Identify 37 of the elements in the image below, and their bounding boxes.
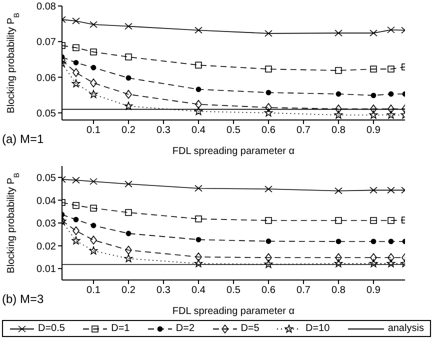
legend-label: D=2: [176, 323, 195, 334]
x-tick-label: 0.2: [122, 285, 136, 296]
x-tick-label: 0.3: [156, 285, 171, 296]
y-tick-label: 0.02: [36, 241, 56, 252]
x-tick-label: 0.8: [332, 285, 346, 296]
x-axis-title: FDL spreading parameter α: [172, 146, 295, 157]
legend-label: analysis: [388, 323, 424, 334]
x-tick-label: 0.1: [86, 125, 101, 136]
x-tick-label: 0.6: [262, 125, 276, 136]
x-tick-label: 0.7: [296, 125, 311, 136]
legend-label: D=1: [111, 323, 130, 334]
x-tick-label: 0.3: [156, 125, 171, 136]
y-tick-label: 0.01: [36, 264, 56, 276]
x-tick-label: 0.7: [296, 285, 311, 296]
legend-label: D=5: [240, 323, 260, 334]
text: (a) M=1: [2, 132, 44, 146]
x-tick-label: 0.5: [226, 125, 241, 136]
x-tick-label: 0.6: [262, 285, 276, 296]
legend-label: D=10: [305, 323, 330, 334]
y-tick-label: 0.07: [36, 37, 56, 48]
y-tick-label: 0.06: [36, 72, 56, 84]
x-tick-label: 0.2: [122, 125, 136, 136]
y-tick-label: 0.04: [36, 196, 56, 207]
x-tick-label: 0.5: [226, 285, 241, 296]
x-axis-title: FDL spreading parameter α: [172, 306, 295, 317]
x-tick-label: 0.9: [366, 285, 381, 296]
y-tick-label: 0.03: [36, 218, 56, 230]
x-tick-label: 0.9: [366, 125, 381, 136]
y-tick-label: 0.08: [36, 2, 56, 13]
text: (b) M=3: [2, 292, 44, 306]
y-tick-label: 0.05: [36, 108, 56, 120]
legend-label: D=0.5: [38, 323, 65, 334]
x-tick-label: 0.8: [332, 125, 346, 136]
x-tick-label: 0.4: [192, 125, 206, 136]
x-tick-label: 0.1: [86, 285, 101, 296]
x-tick-label: 0.4: [192, 285, 206, 296]
y-tick-label: 0.05: [36, 172, 56, 184]
